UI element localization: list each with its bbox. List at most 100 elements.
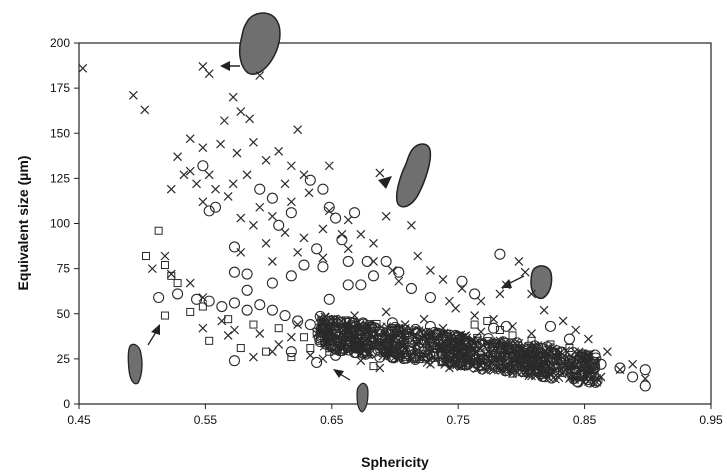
data-point-cross	[489, 365, 499, 375]
data-point-circle	[361, 255, 373, 267]
data-point-cross	[299, 233, 309, 243]
x-tick-label: 0.85	[573, 413, 597, 427]
y-tick-label: 75	[57, 262, 71, 276]
data-point-circle	[153, 291, 165, 304]
data-point-cross	[551, 350, 561, 360]
data-point-circle	[563, 333, 575, 345]
data-point-cross	[324, 161, 334, 171]
data-point-cross	[198, 143, 208, 153]
data-point-cross	[521, 366, 531, 376]
y-tick-label: 0	[63, 397, 70, 411]
y-tick-label: 175	[50, 81, 70, 95]
data-point-cross	[230, 325, 239, 335]
data-point-circle	[254, 183, 266, 195]
data-point-circle	[304, 319, 316, 331]
data-point-cross	[286, 197, 296, 207]
data-point-circle	[241, 268, 253, 280]
data-point-cross	[166, 184, 176, 194]
data-point-cross	[419, 314, 429, 324]
data-point-cross	[413, 251, 423, 261]
data-point-square	[249, 320, 258, 329]
data-point-circle	[469, 288, 481, 300]
data-point-cross	[512, 368, 522, 378]
data-point-cross	[501, 280, 511, 290]
data-point-circle	[191, 293, 203, 305]
data-point-circle	[584, 357, 596, 369]
data-point-cross	[522, 356, 532, 366]
y-tick-label: 125	[50, 171, 70, 185]
data-point-circle	[457, 345, 469, 357]
data-point-circle	[254, 299, 266, 311]
data-point-square	[495, 325, 504, 334]
data-point-square	[287, 353, 296, 362]
data-point-square	[173, 279, 182, 288]
data-point-square	[441, 341, 450, 350]
data-point-cross	[255, 71, 265, 80]
data-point-cross	[274, 146, 284, 156]
arrow-to-small-left-particle	[147, 331, 157, 346]
data-point-circle	[337, 333, 349, 345]
data-point-cross	[451, 359, 460, 368]
data-point-circle	[473, 336, 485, 348]
data-point-circle	[279, 310, 291, 322]
data-point-square	[160, 311, 169, 320]
data-point-cross	[166, 269, 176, 279]
data-point-cross	[558, 316, 568, 326]
data-point-square	[224, 315, 233, 324]
data-point-circle	[556, 346, 568, 358]
data-point-circle	[488, 358, 500, 370]
data-point-circle	[349, 207, 361, 219]
data-point-cross	[411, 331, 421, 341]
data-point-circle	[449, 338, 461, 350]
data-point-cross	[198, 293, 208, 302]
data-point-circle	[330, 212, 342, 224]
data-point-cross	[425, 266, 435, 275]
data-point-square	[402, 350, 411, 359]
data-point-square	[419, 349, 428, 358]
data-point-cross	[236, 107, 246, 117]
data-point-cross	[504, 348, 514, 358]
data-point-cross	[356, 229, 366, 239]
arrow-to-small-bottom-particle	[339, 373, 351, 381]
data-point-cross	[539, 362, 549, 371]
data-point-cross	[338, 321, 348, 331]
data-point-cross	[293, 247, 303, 257]
data-point-cross	[267, 256, 277, 266]
data-point-cross	[293, 320, 303, 330]
data-point-circle	[614, 362, 626, 374]
data-point-circle	[228, 297, 241, 309]
data-point-cross	[388, 326, 398, 336]
data-point-circle	[311, 356, 323, 369]
data-point-cross	[185, 166, 195, 176]
data-point-circle	[393, 266, 405, 278]
data-point-cross	[571, 325, 581, 335]
data-point-circle	[469, 354, 481, 366]
data-point-circle	[464, 352, 476, 364]
data-point-circle	[627, 371, 639, 383]
data-point-cross	[375, 168, 385, 178]
data-point-cross	[173, 152, 183, 162]
data-point-cross	[569, 373, 579, 383]
data-point-cross	[369, 238, 378, 248]
data-point-circle	[494, 348, 506, 360]
data-point-cross	[223, 192, 233, 201]
data-point-square	[519, 347, 528, 356]
data-point-cross	[407, 220, 416, 230]
data-point-cross	[280, 228, 290, 237]
data-point-circle	[285, 346, 297, 358]
data-point-circle	[421, 349, 433, 361]
data-point-cross	[483, 337, 492, 347]
data-point-cross	[527, 329, 536, 339]
data-point-cross	[267, 211, 277, 221]
data-point-square	[488, 343, 497, 352]
data-point-circle	[292, 315, 304, 327]
data-point-cross	[216, 139, 225, 149]
data-point-circle	[336, 234, 348, 246]
data-point-circle	[446, 353, 458, 365]
data-point-cross	[514, 338, 524, 348]
data-point-circle	[325, 340, 337, 352]
arrow-to-compact-particle	[507, 275, 525, 285]
data-point-cross	[451, 303, 461, 313]
data-point-cross	[280, 179, 290, 189]
data-point-cross	[555, 366, 565, 376]
